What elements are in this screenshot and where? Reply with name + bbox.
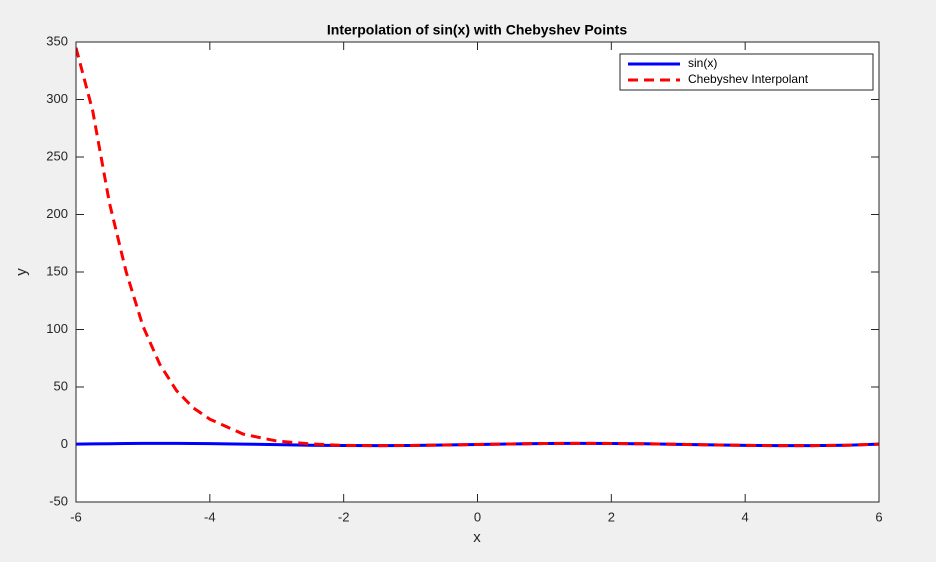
x-tick-label: -6 xyxy=(70,509,82,524)
legend-label: sin(x) xyxy=(688,56,717,70)
y-tick-label: 150 xyxy=(46,263,68,278)
series-line xyxy=(76,47,879,448)
chart-title: Interpolation of sin(x) with Chebyshev P… xyxy=(327,22,627,38)
y-tick-label: 250 xyxy=(46,148,68,163)
x-axis-label: x xyxy=(473,529,481,546)
y-axis-label: y xyxy=(13,268,30,276)
y-tick-label: -50 xyxy=(49,493,68,508)
y-tick-label: 100 xyxy=(46,321,68,336)
x-tick-label: -2 xyxy=(338,509,350,524)
x-tick-label: -4 xyxy=(204,509,216,524)
plot-area xyxy=(76,42,879,502)
y-tick-label: 50 xyxy=(54,378,68,393)
y-tick-label: 300 xyxy=(46,91,68,106)
x-tick-label: 6 xyxy=(875,509,882,524)
y-tick-label: 350 xyxy=(46,33,68,48)
y-tick-label: 200 xyxy=(46,206,68,221)
legend-box xyxy=(619,53,874,91)
x-tick-label: 2 xyxy=(608,509,615,524)
axes-box xyxy=(75,41,880,503)
x-tick-label: 4 xyxy=(742,509,749,524)
x-tick-label: 0 xyxy=(474,509,481,524)
y-tick-label: 0 xyxy=(61,436,68,451)
legend-label: Chebyshev Interpolant xyxy=(688,72,809,86)
